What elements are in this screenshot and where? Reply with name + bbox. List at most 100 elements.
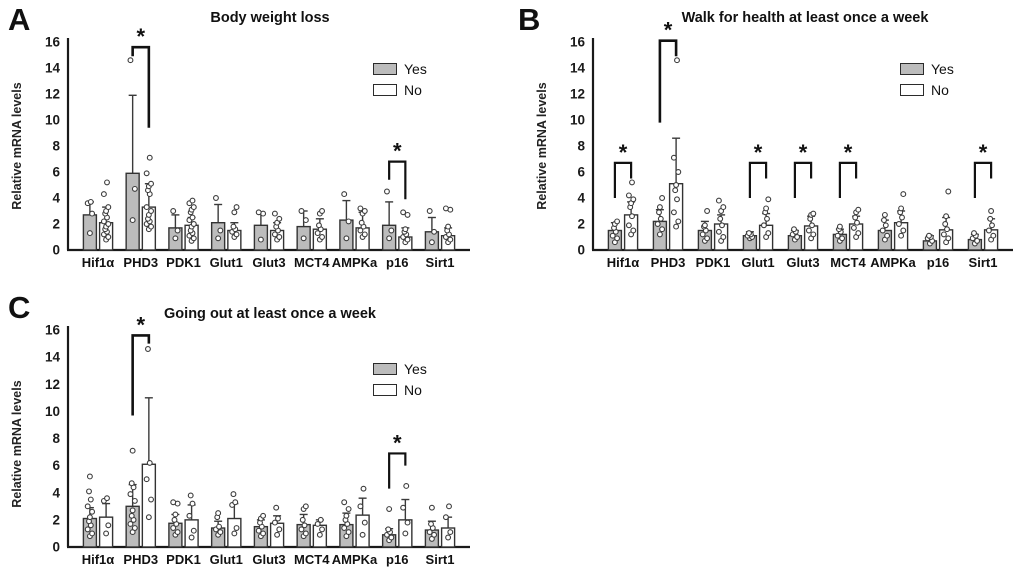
data-point <box>746 230 752 237</box>
data-point <box>86 473 93 480</box>
data-point <box>629 213 635 220</box>
data-point <box>257 236 264 243</box>
data-point <box>926 232 932 239</box>
data-point <box>403 483 410 489</box>
sig-bracket-MCT4 <box>838 161 858 198</box>
data-point <box>146 459 153 466</box>
data-point <box>230 223 237 230</box>
data-point <box>715 197 722 204</box>
data-point <box>148 223 155 230</box>
y-tick-label: 14 <box>45 350 61 365</box>
data-point <box>357 503 364 510</box>
data-point <box>302 530 309 537</box>
y-tick-label: 10 <box>570 113 585 128</box>
data-point <box>720 234 727 240</box>
data-point <box>900 191 907 198</box>
legend-yes-swatch <box>373 363 397 375</box>
data-point <box>127 491 134 498</box>
data-point <box>704 235 711 242</box>
data-point <box>129 217 136 224</box>
data-point <box>230 491 237 498</box>
data-point <box>276 526 283 533</box>
data-point <box>810 231 817 238</box>
data-point <box>675 218 682 225</box>
data-point <box>341 525 348 531</box>
x-tick-label: Glut1 <box>741 255 774 270</box>
y-tick-label: 0 <box>577 243 585 258</box>
legend-yes-label: Yes <box>931 61 954 77</box>
data-point <box>317 516 324 523</box>
panel-title-c: Going out at least once a week <box>164 306 376 322</box>
data-point <box>84 503 91 510</box>
sig-bracket-Glut3 <box>793 161 813 198</box>
y-tick-label: 16 <box>45 35 61 50</box>
data-point <box>764 215 770 222</box>
chart-c: 0 2 4 6 8 10 12 14 16 Hif1α PHD3 PDK1 Glut1 Glut3 MCT4… <box>45 312 470 567</box>
data-point <box>105 221 112 227</box>
data-point <box>884 232 891 239</box>
data-point <box>656 209 662 216</box>
data-point <box>720 204 727 211</box>
x-tick-label: PDK1 <box>166 552 201 567</box>
data-point <box>400 504 407 511</box>
data-point <box>271 231 278 238</box>
data-point <box>276 215 283 222</box>
data-point <box>657 215 664 222</box>
sig-asterisk: * <box>664 18 673 43</box>
sig-bracket-p16 <box>388 452 407 489</box>
data-point <box>87 496 94 503</box>
data-point <box>809 222 815 229</box>
data-point <box>233 231 240 238</box>
x-tick-label: Sirt1 <box>969 255 998 270</box>
data-point <box>358 219 365 226</box>
y-tick-label: 12 <box>45 87 60 102</box>
data-point <box>319 526 325 533</box>
data-point <box>402 226 409 233</box>
y-tick-label: 8 <box>577 139 585 154</box>
legend-no-swatch <box>373 384 397 396</box>
data-point <box>674 196 680 203</box>
x-tick-label: Hif1α <box>607 255 640 270</box>
data-point <box>316 222 322 229</box>
data-point <box>384 188 390 195</box>
x-tick-label: MCT4 <box>294 255 330 270</box>
data-point <box>630 227 637 234</box>
legend-yes-label: Yes <box>404 61 427 77</box>
y-tick-label: 14 <box>45 61 61 76</box>
x-tick-label: AMPKa <box>870 255 916 270</box>
data-point <box>404 519 411 526</box>
data-point <box>171 516 178 523</box>
panel-letter-b: B <box>518 2 541 37</box>
panel-letter-a: A <box>8 2 31 37</box>
data-point <box>609 232 616 239</box>
x-tick-label: AMPKa <box>332 552 378 567</box>
data-point <box>232 499 239 506</box>
legend-row-no: No <box>900 82 954 98</box>
data-point <box>361 231 368 238</box>
data-point <box>260 530 267 537</box>
x-tick-label: Glut3 <box>252 255 285 270</box>
data-point <box>386 235 393 242</box>
x-tick-label: PDK1 <box>166 255 201 270</box>
data-point <box>319 234 325 240</box>
data-point <box>659 195 666 201</box>
data-point <box>186 512 193 519</box>
sig-asterisk: * <box>979 140 988 165</box>
data-point <box>674 57 680 64</box>
data-point <box>345 506 352 512</box>
legend-yes-swatch <box>373 63 397 75</box>
legend-yes-label: Yes <box>404 361 427 377</box>
data-point <box>104 495 110 502</box>
x-tick-label: MCT4 <box>830 255 866 270</box>
data-point <box>431 531 438 538</box>
data-point <box>940 231 947 238</box>
data-point <box>879 227 886 234</box>
legend-no-swatch <box>373 84 397 96</box>
data-point <box>446 503 452 510</box>
data-point <box>974 237 981 244</box>
data-point <box>625 192 632 199</box>
legend-b: Yes No <box>900 61 954 98</box>
data-point <box>174 227 181 234</box>
data-point <box>127 57 134 64</box>
data-point <box>231 209 238 216</box>
